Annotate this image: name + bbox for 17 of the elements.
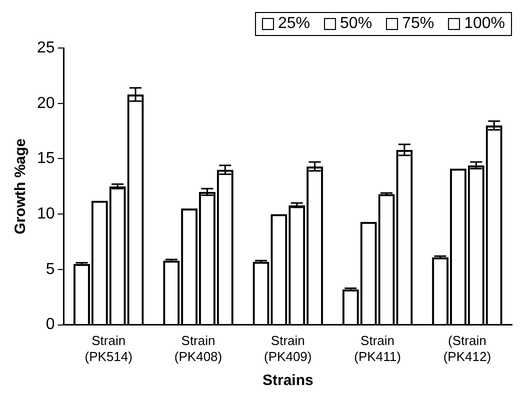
x-tick-label: Strain (PK409) xyxy=(264,333,312,364)
x-tick-label: Strain (PK408) xyxy=(174,333,222,364)
legend-label: 75% xyxy=(402,15,434,33)
x-tick-label: (Strain (PK412) xyxy=(443,333,492,364)
legend-label: 25% xyxy=(278,15,310,33)
y-tick-label: 15 xyxy=(37,150,55,168)
y-tick-label: 5 xyxy=(46,260,55,278)
x-tick-label: Strain (PK411) xyxy=(354,333,401,364)
x-axis-title: Strains xyxy=(262,372,314,390)
y-tick-label: 20 xyxy=(37,94,55,112)
y-axis-title: Growth %age xyxy=(12,138,30,234)
y-tick-label: 10 xyxy=(37,205,55,222)
y-tick-label: 0 xyxy=(46,316,55,334)
x-tick-label: Strain (PK514) xyxy=(84,333,132,364)
y-tick-label: 25 xyxy=(37,39,55,56)
legend-label: 100% xyxy=(464,15,505,33)
legend-label: 50% xyxy=(340,15,372,33)
